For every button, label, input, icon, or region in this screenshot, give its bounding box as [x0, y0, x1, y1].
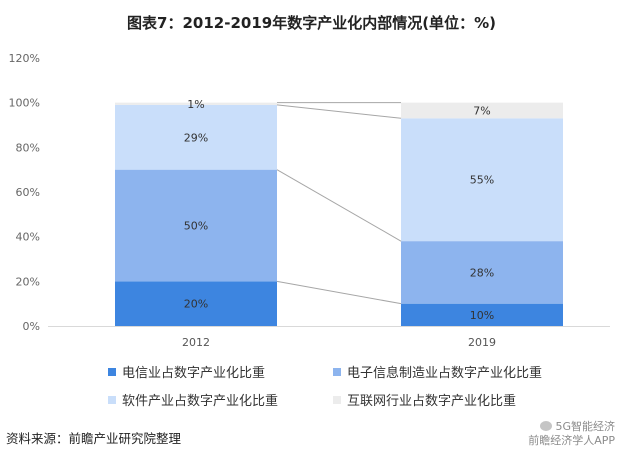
bar-segment: [115, 281, 277, 326]
bar-segment: [401, 118, 563, 242]
watermark-corner: 5G智能经济 前瞻经济学人APP: [528, 420, 615, 448]
y-tick-label: 0%: [23, 320, 40, 333]
x-tick-label: 2019: [468, 336, 496, 349]
bar-segment: [401, 303, 563, 326]
legend-item-telecom: 电信业占数字产业化比重: [108, 362, 333, 381]
bar-segment: [115, 102, 277, 105]
chart-title: 图表7：2012-2019年数字产业化内部情况(单位：%): [127, 14, 496, 32]
legend-label-internet: 互联网行业占数字产业化比重: [347, 394, 517, 409]
legend-label-telecom: 电信业占数字产业化比重: [122, 366, 266, 381]
data-label: 10%: [470, 309, 494, 322]
y-tick-label: 120%: [9, 52, 40, 65]
y-tick-label: 100%: [9, 97, 40, 110]
data-label: 29%: [184, 131, 208, 144]
bar-segment: [115, 104, 277, 170]
bar-segment: [115, 169, 277, 282]
series-connector-line: [276, 104, 402, 119]
bar-segment: [401, 241, 563, 304]
legend-item-internet: 互联网行业占数字产业化比重: [333, 390, 578, 409]
series-connector-line: [276, 280, 402, 305]
y-tick-label: 20%: [16, 275, 40, 288]
x-tick-label: 2012: [182, 336, 210, 349]
legend-swatch-internet: [333, 395, 341, 404]
legend-swatch-electronics: [333, 367, 341, 376]
legend-label-software: 软件产业占数字产业化比重: [122, 394, 279, 409]
corner-line-1: 5G智能经济: [528, 420, 615, 434]
source-note: 资料来源：前瞻产业研究院整理: [6, 431, 182, 446]
wechat-icon: [540, 421, 553, 431]
y-tick-label: 80%: [16, 141, 40, 154]
series-connector-line: [276, 169, 402, 242]
legend: 电信业占数字产业化比重 电子信息制造业占数字产业化比重 软件产业占数字产业化比重…: [108, 362, 578, 409]
data-label: 50%: [184, 220, 208, 233]
data-label: 7%: [473, 104, 490, 117]
legend-swatch-software: [108, 395, 116, 404]
legend-item-electronics: 电子信息制造业占数字产业化比重: [333, 362, 578, 381]
data-label: 55%: [470, 174, 494, 187]
bar-segment: [401, 102, 563, 119]
legend-swatch-telecom: [108, 367, 116, 376]
data-label: 20%: [184, 298, 208, 311]
data-label: 28%: [470, 266, 494, 279]
corner-line-2: 前瞻经济学人APP: [528, 434, 615, 447]
y-tick-label: 60%: [16, 186, 40, 199]
legend-label-electronics: 电子信息制造业占数字产业化比重: [347, 366, 543, 381]
legend-item-software: 软件产业占数字产业化比重: [108, 390, 333, 409]
y-tick-label: 40%: [16, 231, 40, 244]
data-label: 1%: [187, 98, 204, 111]
